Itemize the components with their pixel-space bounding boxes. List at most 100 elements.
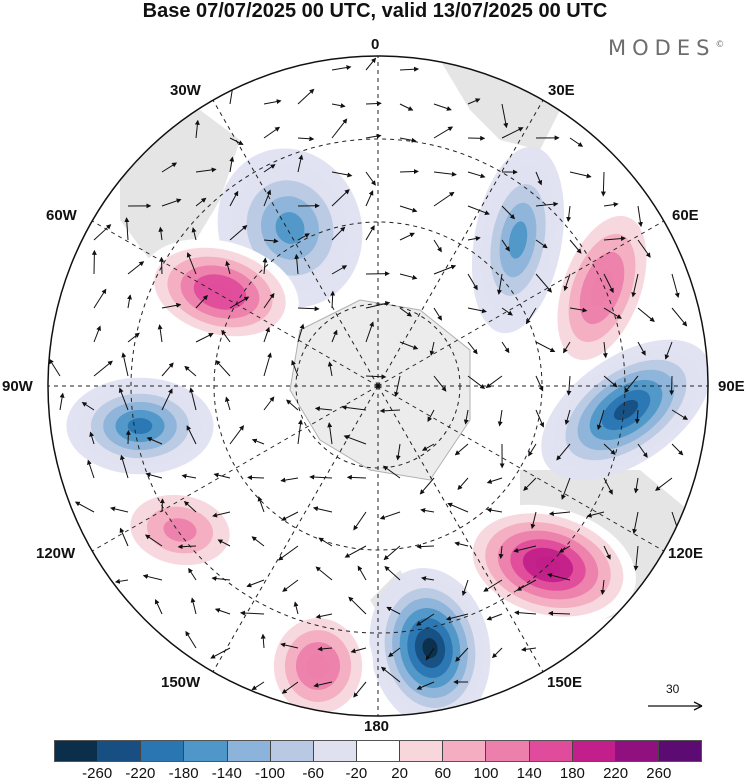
wind-arrow	[399, 169, 419, 175]
wind-arrow	[357, 565, 367, 581]
wind-arrow	[229, 225, 248, 241]
wind-arrow	[195, 197, 207, 207]
wind-arrow	[433, 103, 452, 111]
wind-arrow	[521, 646, 537, 652]
wind-arrow	[399, 103, 414, 111]
meridian-line	[377, 220, 665, 387]
wind-arrow	[317, 646, 333, 652]
wind-arrow	[181, 473, 197, 479]
lon-label-180: 180	[364, 718, 390, 735]
colorbar-tick-label: -20	[345, 765, 368, 782]
wind-arrow	[467, 341, 478, 355]
colorbar	[54, 740, 702, 762]
wind-arrow	[569, 137, 584, 147]
wind-arrow	[315, 613, 333, 619]
wind-arrow	[282, 579, 299, 592]
lon-label-120w: 120W	[36, 545, 76, 562]
colorbar-tick-label: -220	[125, 765, 156, 782]
wind-arrow	[603, 273, 614, 294]
wind-arrow	[161, 362, 174, 377]
wind-arrow	[195, 294, 208, 309]
wind-arrow	[602, 341, 608, 359]
wind-arrow	[516, 579, 537, 591]
wind-arrow	[379, 511, 401, 520]
wind-arrow	[246, 579, 265, 588]
wind-arrow	[124, 217, 130, 241]
wind-arrow	[331, 329, 338, 343]
wind-arrow	[346, 474, 367, 480]
wind-arrow	[492, 647, 503, 659]
wind-arrow	[395, 443, 401, 461]
wind-arrow	[331, 118, 348, 139]
colorbar-swatch	[141, 741, 185, 761]
wind-arrow	[671, 443, 684, 456]
colorbar-swatch	[313, 741, 357, 761]
colorbar-tick-label: 60	[434, 765, 452, 782]
wind-arrow	[447, 502, 469, 513]
wind-arrow	[190, 597, 197, 615]
wind-arrow	[566, 205, 572, 223]
wind-arrow	[548, 511, 571, 517]
wind-arrow	[624, 375, 639, 394]
wind-arrow	[514, 610, 537, 616]
wind-arrow	[263, 396, 275, 411]
wind-arrow	[154, 598, 163, 615]
wind-arrow	[603, 202, 619, 208]
latitude-circle	[130, 138, 626, 634]
wind-arrow	[535, 171, 543, 186]
wind-arrow	[454, 443, 469, 456]
south-pole-marker	[375, 383, 381, 389]
colorbar-tick-label: 180	[559, 765, 585, 782]
wind-arrow	[257, 496, 265, 513]
meridian-line	[91, 385, 379, 552]
wind-arrow	[671, 409, 689, 420]
wind-arrow	[331, 189, 350, 207]
wind-arrow	[486, 507, 503, 513]
wind-arrow	[422, 443, 435, 451]
wind-arrow	[286, 399, 299, 411]
wind-arrow	[433, 171, 457, 177]
wind-arrow	[161, 302, 182, 309]
wind-arrow	[420, 508, 435, 513]
wind-arrow	[331, 65, 352, 71]
wind-arrow	[344, 545, 367, 558]
wind-arrow	[394, 375, 401, 398]
wind-arrow	[563, 273, 571, 292]
wind-arrow	[188, 567, 197, 581]
colorbar-swatch	[615, 741, 659, 761]
reference-vector: 30	[648, 682, 708, 712]
wind-arrow	[365, 101, 382, 107]
wind-arrow	[600, 171, 606, 197]
wind-arrow	[498, 545, 504, 560]
wind-arrow	[350, 647, 367, 654]
colorbar-swatch	[227, 741, 271, 761]
wind-arrow	[161, 388, 173, 411]
wind-arrow	[384, 566, 401, 581]
wind-arrow	[229, 156, 235, 173]
wind-arrow	[120, 454, 129, 479]
wind-arrow	[195, 167, 217, 173]
wind-arrow	[353, 681, 367, 698]
wind-arrow	[365, 171, 376, 186]
wind-arrow	[277, 545, 299, 561]
lon-label-90e: 90E	[718, 378, 745, 395]
wind-arrow	[93, 325, 101, 343]
wind-arrow	[263, 164, 276, 173]
wind-arrow	[215, 359, 231, 377]
lon-label-60w: 60W	[46, 207, 77, 224]
wind-arrow	[399, 273, 418, 280]
wind-arrow	[127, 294, 132, 309]
wind-arrow	[313, 681, 333, 688]
wind-arrow	[297, 88, 315, 105]
lat-lon-grid	[48, 56, 708, 716]
wind-arrow	[467, 307, 487, 314]
wind-arrow	[523, 477, 537, 491]
wind-arrow	[281, 681, 299, 694]
meridian-line	[212, 385, 379, 673]
wind-arrow	[535, 375, 544, 392]
wind-arrow	[297, 136, 315, 142]
wind-arrow	[89, 431, 95, 445]
negative-anomaly	[541, 339, 708, 481]
wind-arrow	[485, 375, 503, 389]
wind-arrow	[388, 647, 401, 658]
